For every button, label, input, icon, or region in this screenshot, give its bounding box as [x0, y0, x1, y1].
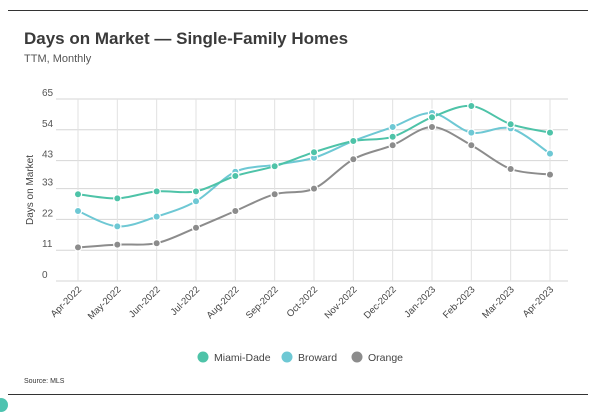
data-point [73, 206, 83, 216]
data-point [545, 128, 555, 137]
data-point [427, 122, 437, 132]
x-tick-label: Jun-2022 [127, 284, 163, 320]
series [73, 101, 555, 252]
data-point [152, 187, 161, 196]
data-point [388, 140, 397, 150]
data-point [113, 240, 122, 249]
data-point [467, 101, 476, 111]
legend-label: Orange [368, 352, 403, 364]
x-tick-label: Jul-2022 [169, 284, 203, 318]
x-tick-label: Nov-2022 [323, 284, 360, 321]
legend-marker [351, 351, 363, 363]
data-point [191, 196, 201, 206]
y-tick-label: 33 [42, 178, 54, 189]
x-tick-label: Sep-2022 [244, 284, 281, 321]
y-tick-label: 54 [42, 119, 54, 130]
chart-title: Days on Market — Single-Family Homes [24, 29, 349, 48]
y-axis-label: Days on Market [25, 155, 36, 225]
data-point [191, 187, 201, 196]
y-tick-label: 22 [42, 208, 54, 219]
source-note: Source: MLS [24, 378, 65, 385]
data-point [270, 161, 279, 171]
data-point [349, 154, 358, 164]
data-point [467, 128, 476, 137]
x-tick-label: Mar-2023 [480, 284, 517, 321]
data-point [270, 189, 279, 199]
series-miami-dade [73, 101, 555, 203]
data-point [191, 223, 201, 232]
data-point [113, 194, 122, 203]
legend-item-miami-dade: Miami-Dade [197, 351, 271, 364]
x-tick-label: Oct-2022 [285, 284, 320, 319]
legend: Miami-Dade Broward Orange [197, 351, 403, 364]
legend-label: Miami-Dade [214, 352, 271, 364]
x-tick-label: Feb-2023 [441, 284, 478, 321]
top-rule [8, 10, 588, 11]
data-point [506, 119, 515, 129]
legend-marker [281, 351, 293, 363]
x-tick-label: Aug-2022 [205, 284, 242, 321]
corner-decoration [0, 398, 8, 412]
x-tick-label: Apr-2022 [49, 284, 84, 319]
data-point [388, 132, 397, 141]
data-point [309, 184, 319, 193]
x-tick-label: May-2022 [86, 284, 124, 322]
legend-item-broward: Broward [281, 351, 337, 364]
x-tick-label: Jan-2023 [402, 284, 438, 320]
data-point [545, 170, 555, 179]
data-point [388, 122, 397, 132]
data-point [467, 140, 476, 150]
data-point [73, 243, 83, 252]
data-point [545, 149, 555, 158]
data-point [231, 206, 240, 216]
data-point [113, 222, 122, 231]
x-tick-label: Dec-2022 [362, 284, 399, 321]
bottom-rule [8, 394, 588, 395]
x-tick-label: Apr-2023 [521, 284, 556, 319]
series-orange [73, 122, 555, 252]
data-point [73, 189, 83, 199]
legend-label: Broward [298, 352, 337, 364]
y-tick-label: 0 [42, 270, 48, 281]
data-point [152, 212, 161, 221]
data-point [309, 147, 319, 157]
data-point [231, 171, 240, 181]
data-point [506, 164, 515, 174]
data-point [152, 238, 161, 248]
y-ticks: 0 11 22 33 43 54 65 [42, 88, 54, 281]
chart-subtitle: TTM, Monthly [24, 53, 92, 65]
data-point [349, 136, 358, 146]
legend-marker [197, 351, 209, 363]
y-tick-label: 11 [42, 239, 53, 250]
y-tick-label: 43 [42, 150, 54, 161]
x-ticks: Apr-2022 May-2022 Jun-2022 Jul-2022 Aug-2022… [49, 284, 556, 322]
legend-item-orange: Orange [351, 351, 403, 364]
data-point [427, 112, 437, 122]
y-tick-label: 65 [42, 88, 54, 99]
